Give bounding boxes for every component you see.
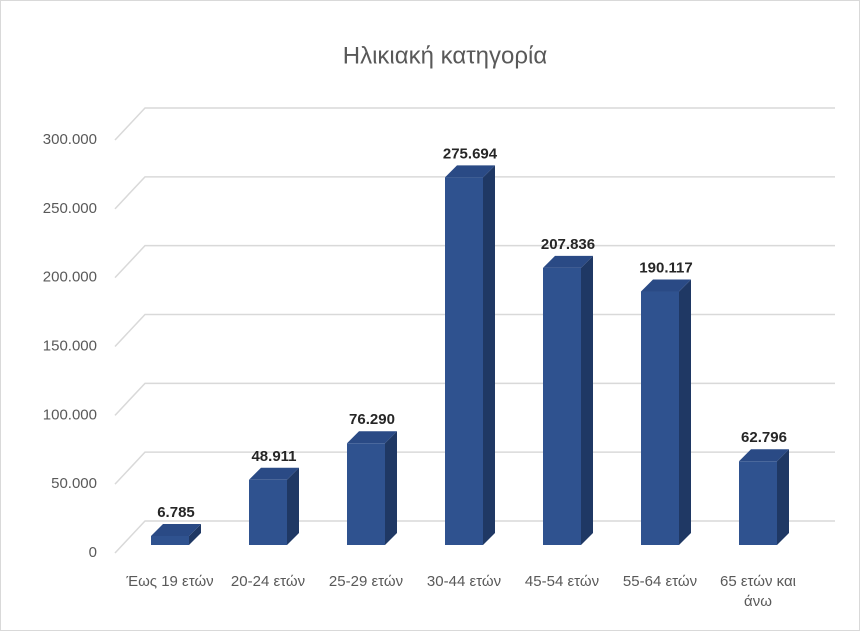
y-tick-label: 250.000 <box>43 200 97 217</box>
bar <box>739 461 777 545</box>
x-tick-label: Έως 19 ετών <box>126 573 214 590</box>
bar-side <box>385 431 397 545</box>
grid-line <box>114 107 835 141</box>
bar-side <box>483 165 495 545</box>
grid-line <box>114 520 835 554</box>
y-tick-label: 100.000 <box>43 406 97 423</box>
value-label: 62.796 <box>741 429 787 446</box>
y-tick-label: 300.000 <box>43 131 97 148</box>
grid-line <box>114 176 835 210</box>
grid-line <box>114 451 835 485</box>
bar-side <box>287 467 299 545</box>
x-tick-label: 55-64 ετών <box>622 573 698 590</box>
x-tick-label: 65 ετών και άνω <box>720 573 796 610</box>
bar-top <box>641 279 691 292</box>
x-tick-label: 25-29 ετών <box>328 573 404 590</box>
grid-line <box>114 382 835 416</box>
bar-top <box>151 523 201 536</box>
x-tick-label: 30-44 ετών <box>426 573 502 590</box>
bar-top <box>249 467 299 480</box>
bar <box>543 267 581 545</box>
y-tick-label: 0 <box>89 544 97 561</box>
value-label: 48.911 <box>251 448 296 465</box>
value-label: 275.694 <box>443 145 498 162</box>
value-label: 207.836 <box>541 236 595 253</box>
bar-top <box>445 165 495 178</box>
y-tick-label: 200.000 <box>43 269 97 286</box>
bar-top <box>543 255 593 268</box>
x-tick-label: 45-54 ετών <box>524 573 600 590</box>
bar-side <box>189 523 201 545</box>
x-tick-label: 20-24 ετών <box>230 573 306 590</box>
bar-side <box>581 255 593 546</box>
bar <box>347 443 385 545</box>
bar <box>641 291 679 545</box>
value-label: 190.117 <box>639 259 692 276</box>
value-label: 76.290 <box>349 411 395 428</box>
bar-top <box>347 431 397 444</box>
y-tick-label: 150.000 <box>43 337 97 354</box>
bar-top <box>739 449 789 462</box>
chart-title: Ηλικιακή κατηγορία <box>343 42 548 69</box>
grid-line <box>114 244 835 279</box>
bar <box>151 535 189 545</box>
bar-side <box>679 279 691 545</box>
y-tick-label: 50.000 <box>51 475 97 492</box>
bar-side <box>777 449 789 545</box>
grid-line <box>114 313 835 348</box>
bar <box>249 479 287 545</box>
bar <box>445 177 483 545</box>
value-label: 6.785 <box>157 504 195 521</box>
